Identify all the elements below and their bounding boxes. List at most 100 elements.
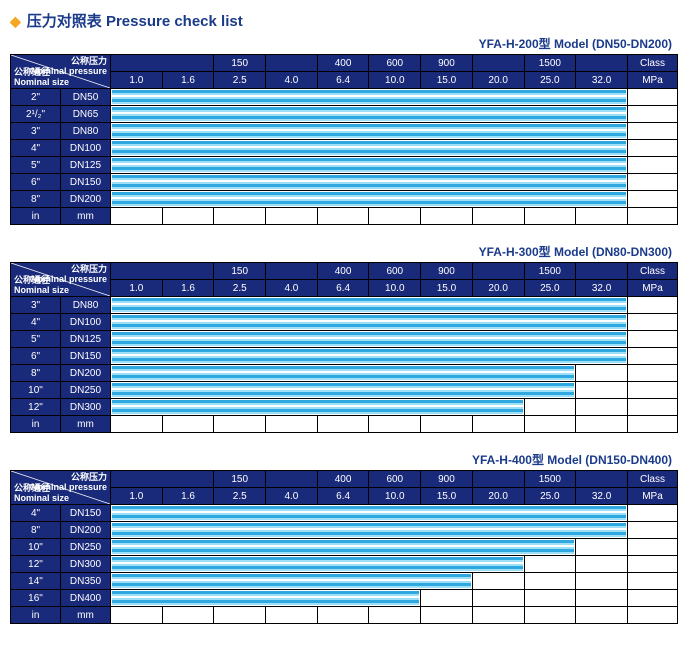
size-in-cell: 8" (11, 365, 61, 382)
mpa-header-cell: 20.0 (472, 280, 524, 297)
mpa-header-cell: 1.0 (111, 488, 163, 505)
mpa-label-cell: MPa (628, 280, 678, 297)
pressure-bar (112, 349, 626, 363)
foot-empty-cell (628, 416, 678, 433)
end-cell (628, 399, 678, 416)
empty-cell (576, 556, 628, 573)
foot-empty-cell (162, 416, 214, 433)
size-mm-cell: DN150 (61, 174, 111, 191)
bar-cell (111, 89, 628, 106)
bar-cell (111, 505, 628, 522)
mpa-header-cell: 25.0 (524, 488, 576, 505)
table-row: 14"DN350 (11, 573, 678, 590)
model-label: YFA-H-200型 Model (DN50-DN200) (10, 35, 678, 52)
bar-cell (111, 106, 628, 123)
size-in-cell: 8" (11, 522, 61, 539)
end-cell (628, 89, 678, 106)
mpa-header-cell: 32.0 (576, 488, 628, 505)
size-mm-cell: DN125 (61, 331, 111, 348)
size-mm-cell: DN80 (61, 297, 111, 314)
bar-cell (111, 348, 628, 365)
pressure-bar (112, 383, 574, 397)
empty-cell (524, 573, 576, 590)
foot-empty-cell (266, 416, 318, 433)
pressure-bar (112, 141, 626, 155)
class-header-cell (472, 55, 524, 72)
mpa-header-cell: 6.4 (317, 72, 369, 89)
class-header-cell (266, 263, 318, 280)
class-header-cell: 1500 (524, 471, 576, 488)
size-in-cell: 3" (11, 297, 61, 314)
class-header-cell: 150 (214, 471, 266, 488)
size-in-cell: 6" (11, 348, 61, 365)
size-in-cell: 10" (11, 382, 61, 399)
end-cell (628, 590, 678, 607)
foot-empty-cell (317, 416, 369, 433)
empty-cell (524, 590, 576, 607)
mpa-header-cell: 20.0 (472, 72, 524, 89)
mpa-header-cell: 10.0 (369, 488, 421, 505)
class-header-cell: 1500 (524, 55, 576, 72)
class-header-cell (266, 55, 318, 72)
mpa-header-cell: 6.4 (317, 280, 369, 297)
size-in-cell: 10" (11, 539, 61, 556)
size-mm-cell: DN350 (61, 573, 111, 590)
size-mm-cell: DN150 (61, 348, 111, 365)
pressure-bar (112, 124, 626, 138)
bar-cell (111, 556, 525, 573)
mpa-header-cell: 20.0 (472, 488, 524, 505)
class-header-cell: 400 (317, 471, 369, 488)
size-in-cell: 8" (11, 191, 61, 208)
size-in-cell: 12" (11, 399, 61, 416)
end-cell (628, 106, 678, 123)
mpa-header-cell: 32.0 (576, 72, 628, 89)
bar-cell (111, 522, 628, 539)
class-header-cell (472, 471, 524, 488)
foot-empty-cell (317, 208, 369, 225)
table-row: 4"DN100 (11, 314, 678, 331)
bar-cell (111, 539, 576, 556)
foot-empty-cell (266, 208, 318, 225)
mpa-header-cell: 4.0 (266, 280, 318, 297)
foot-empty-cell (472, 208, 524, 225)
mpa-label-cell: MPa (628, 488, 678, 505)
empty-cell (576, 590, 628, 607)
foot-mm-cell: mm (61, 208, 111, 225)
table-row: 12"DN300 (11, 399, 678, 416)
corner-header: 公称压力Nominal pressure公称通径Nominal size (11, 263, 111, 297)
mpa-header-cell: 6.4 (317, 488, 369, 505)
table-row: 2¹/₂"DN65 (11, 106, 678, 123)
foot-empty-cell (214, 208, 266, 225)
bar-cell (111, 331, 628, 348)
foot-empty-cell (524, 416, 576, 433)
end-cell (628, 348, 678, 365)
empty-cell (576, 365, 628, 382)
size-in-cell: 12" (11, 556, 61, 573)
bar-cell (111, 382, 576, 399)
mpa-header-cell: 15.0 (421, 488, 473, 505)
mpa-header-cell: 10.0 (369, 280, 421, 297)
pressure-bar (112, 315, 626, 329)
foot-empty-cell (369, 208, 421, 225)
class-header-cell (472, 263, 524, 280)
mpa-header-cell: 1.0 (111, 280, 163, 297)
class-header-cell: 400 (317, 263, 369, 280)
table-row: 8"DN200 (11, 522, 678, 539)
mpa-header-cell: 2.5 (214, 280, 266, 297)
size-in-cell: 4" (11, 314, 61, 331)
end-cell (628, 505, 678, 522)
class-header-cell (111, 263, 214, 280)
class-label-cell: Class (628, 55, 678, 72)
table-row: 8"DN200 (11, 191, 678, 208)
class-label-cell: Class (628, 471, 678, 488)
end-cell (628, 365, 678, 382)
foot-in-cell: in (11, 416, 61, 433)
table-row: 6"DN150 (11, 348, 678, 365)
empty-cell (576, 539, 628, 556)
class-header-cell: 900 (421, 471, 473, 488)
empty-cell (524, 399, 576, 416)
end-cell (628, 573, 678, 590)
table-row: 10"DN250 (11, 539, 678, 556)
bar-cell (111, 297, 628, 314)
mpa-header-cell: 10.0 (369, 72, 421, 89)
